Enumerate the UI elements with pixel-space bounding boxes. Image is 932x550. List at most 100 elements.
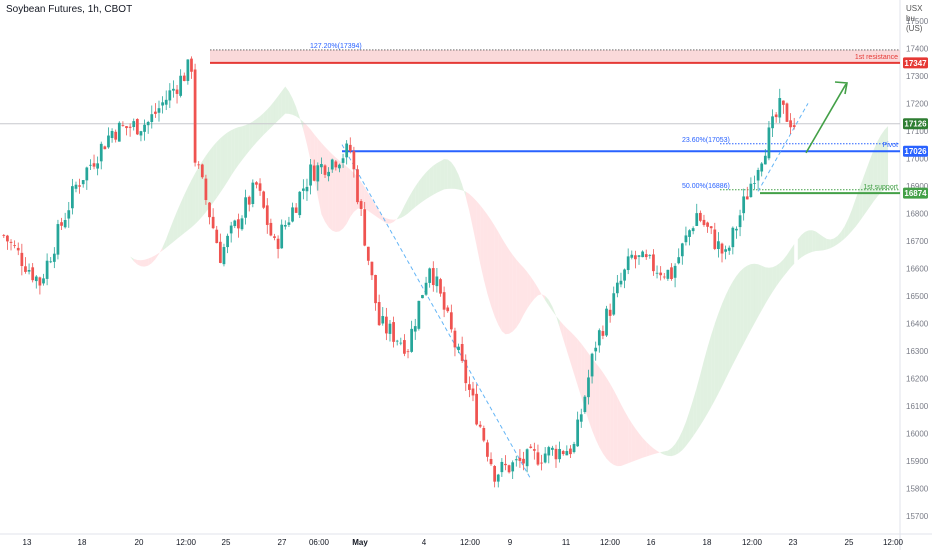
y-tick-label: 16400 <box>906 320 929 329</box>
y-tick-label: 16700 <box>906 237 929 246</box>
cloud-segment <box>541 294 546 301</box>
cloud-segment <box>772 265 777 292</box>
cloud-segment <box>671 444 676 457</box>
support-price-tag-text: 16874 <box>904 189 927 198</box>
cloud-segment <box>234 127 239 171</box>
candle-body <box>388 323 392 334</box>
candle <box>348 137 352 154</box>
cloud-segment <box>703 347 708 420</box>
candle-body <box>594 347 598 352</box>
cloud-segment <box>274 96 279 125</box>
cloud-segment <box>880 130 885 193</box>
candle-body <box>442 292 446 310</box>
candle <box>135 118 139 136</box>
cloud-segment <box>574 335 578 386</box>
cloud-segment <box>187 180 192 231</box>
cloud-segment <box>122 251 127 255</box>
candle-body <box>590 353 594 377</box>
candle <box>662 273 666 280</box>
x-tick-label: 18 <box>78 538 87 547</box>
candle-body <box>612 293 616 315</box>
candle <box>114 129 118 143</box>
candle-body <box>146 121 150 126</box>
candle-body <box>475 393 478 425</box>
candle <box>233 219 237 229</box>
cloud-segment <box>833 235 838 247</box>
candle <box>345 140 349 165</box>
candle <box>565 445 569 456</box>
candle-body <box>471 388 475 396</box>
candle <box>457 343 460 354</box>
candle-body <box>182 75 186 82</box>
candle <box>594 341 598 361</box>
candle <box>139 130 143 142</box>
candle-body <box>125 126 128 129</box>
cloud-segment <box>714 313 719 401</box>
y-tick-label: 16300 <box>906 347 929 356</box>
cloud-segment <box>386 218 390 224</box>
cloud-segment <box>653 448 658 455</box>
cloud-segment <box>613 390 618 467</box>
candle-body <box>392 322 395 342</box>
y-tick-label: 17000 <box>906 154 929 163</box>
candle-body <box>316 165 320 182</box>
cloud-segment <box>260 112 264 139</box>
candle <box>320 157 323 175</box>
resistance-zone <box>210 49 900 63</box>
candle <box>9 239 13 251</box>
candle-body <box>16 247 20 251</box>
candle-body <box>561 451 565 455</box>
candle-body <box>579 414 583 422</box>
candle-body <box>193 69 197 163</box>
candle <box>208 202 211 225</box>
cloud-segment <box>180 194 185 237</box>
cloud-segment <box>729 281 733 372</box>
cloud-segment <box>119 249 123 252</box>
cloud-segment <box>429 165 434 197</box>
resistance-label: 1st resistance <box>855 54 898 61</box>
candle-body <box>547 447 551 456</box>
cloud-segment <box>216 138 221 198</box>
candle <box>590 352 594 384</box>
candle-body <box>200 164 204 178</box>
cloud-segment <box>133 258 138 265</box>
candle-body <box>338 164 341 169</box>
candle-body <box>280 224 284 249</box>
cloud-segment <box>657 450 661 454</box>
candle <box>655 265 659 279</box>
cloud-segment <box>776 263 780 287</box>
candle <box>49 257 53 264</box>
candle-body <box>781 100 785 105</box>
cloud-segment <box>841 225 845 242</box>
candle-body <box>320 164 323 168</box>
fib-trend-line-down <box>341 144 531 478</box>
candle-body <box>572 443 576 453</box>
candle <box>698 210 702 223</box>
candle-body <box>601 331 605 336</box>
candle <box>431 261 435 292</box>
candle <box>359 199 363 217</box>
candle-body <box>78 185 81 187</box>
candle-body <box>504 463 507 466</box>
cloud-segment <box>819 234 824 251</box>
cloud-segment <box>494 225 499 325</box>
candle <box>193 63 197 167</box>
candle-body <box>468 384 471 390</box>
candle-body <box>514 459 518 461</box>
cloud-segment <box>805 230 809 256</box>
candle <box>644 249 648 260</box>
cloud-segment <box>166 229 170 248</box>
candle-body <box>742 196 746 214</box>
candle-body <box>384 316 388 334</box>
candle-body <box>439 279 442 294</box>
candle <box>60 217 63 231</box>
support-label: 1st support <box>863 184 898 191</box>
candle <box>543 447 547 464</box>
candle <box>179 69 183 98</box>
candle <box>753 175 756 190</box>
cloud-segment <box>292 98 297 117</box>
cloud-segment <box>664 450 668 456</box>
candle <box>623 268 626 289</box>
cloud-segment <box>173 211 178 242</box>
